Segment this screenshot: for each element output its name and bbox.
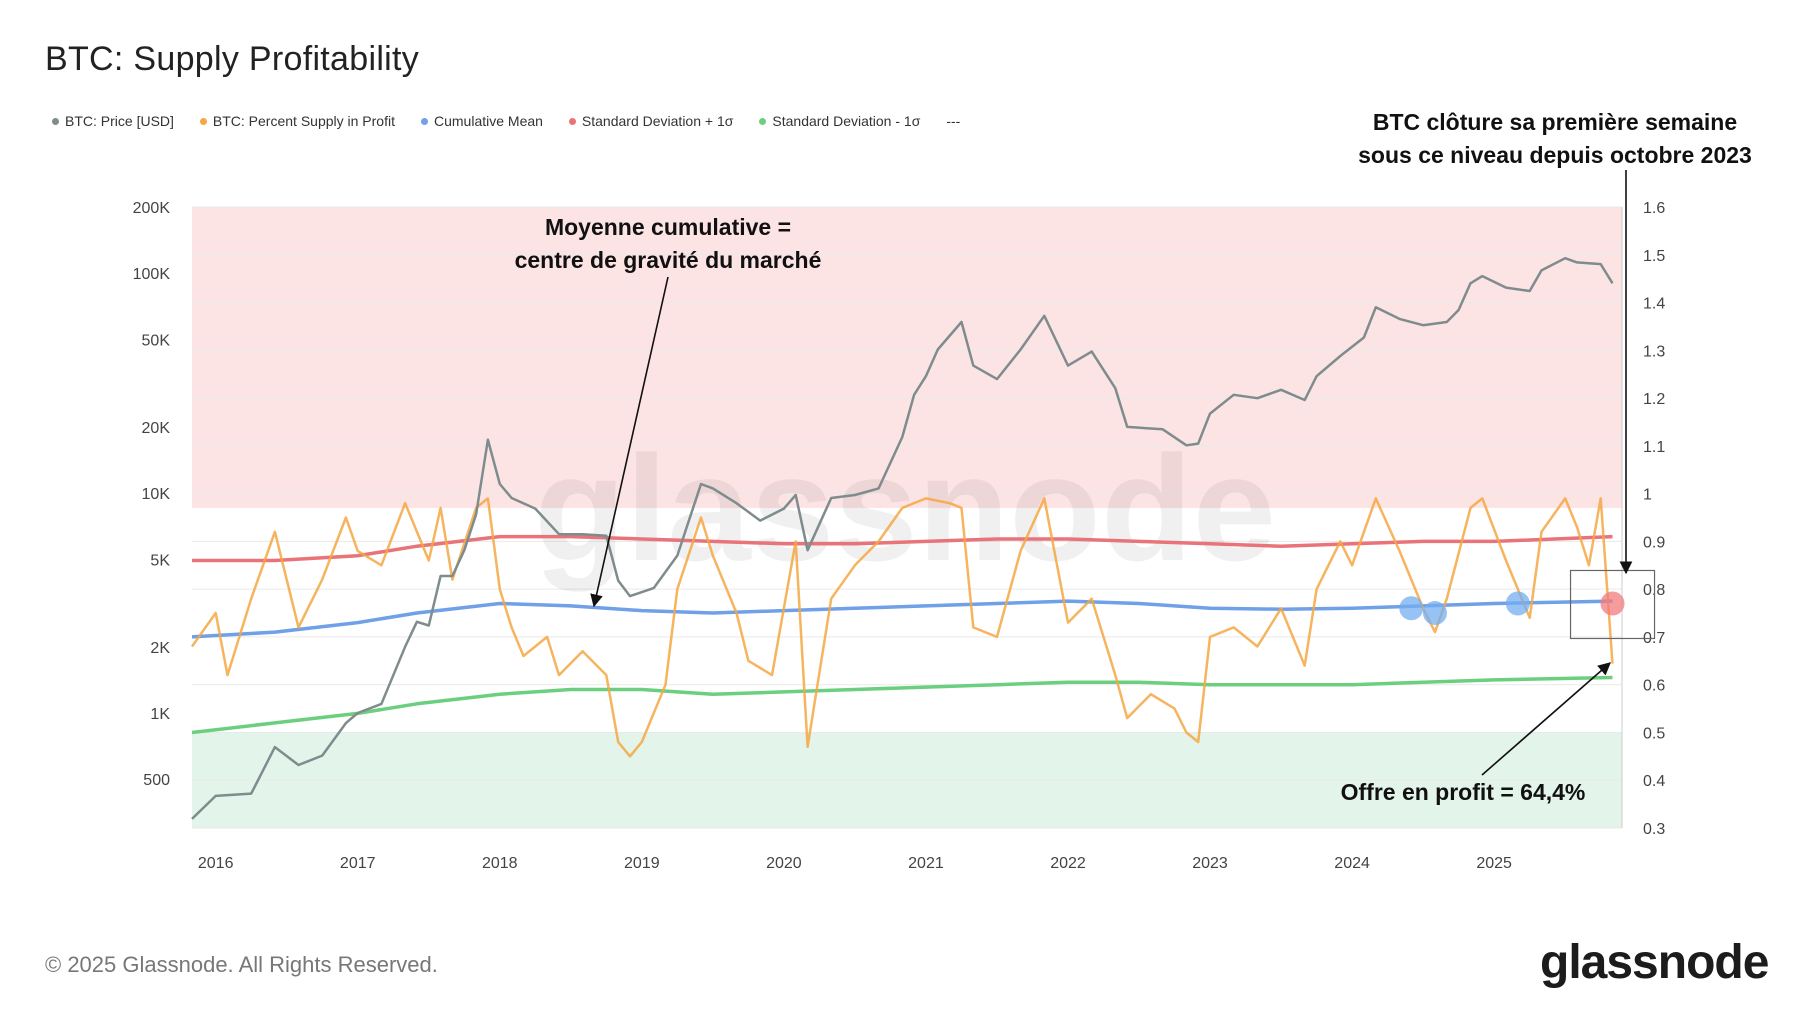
series-line-3 xyxy=(191,599,1613,639)
y-right-tick-label: 1.3 xyxy=(1643,343,1665,360)
legend-item[interactable]: Standard Deviation + 1σ xyxy=(568,113,734,129)
y-left-tick-label: 50K xyxy=(142,332,171,349)
x-tick-label: 2017 xyxy=(340,855,376,872)
event-marker xyxy=(1422,601,1447,626)
legend-item[interactable]: Standard Deviation - 1σ xyxy=(759,113,920,129)
chart-legend: BTC: Price [USD] BTC: Percent Supply in P… xyxy=(52,113,960,129)
event-marker xyxy=(1600,591,1625,616)
y-left-tick-label: 10K xyxy=(142,486,171,503)
event-marker xyxy=(1505,591,1530,616)
annotation-close-line1: BTC clôture sa première semaine xyxy=(1373,109,1737,135)
legend-label: --- xyxy=(946,113,961,129)
x-tick-label: 2022 xyxy=(1050,855,1086,872)
y-right-tick-label: 0.3 xyxy=(1643,821,1665,838)
y-left-tick-label: 2K xyxy=(150,640,170,657)
legend-dot-icon xyxy=(568,117,576,125)
legend-item[interactable]: --- xyxy=(946,113,960,129)
annotation-mean-line1: Moyenne cumulative = xyxy=(545,214,791,240)
copyright-text: © 2025 Glassnode. All Rights Reserved. xyxy=(45,952,438,977)
y-right-tick-label: 0.5 xyxy=(1643,725,1665,742)
legend-dot-icon xyxy=(199,117,207,125)
chart-title: BTC: Supply Profitability xyxy=(45,40,420,78)
x-tick-label: 2018 xyxy=(482,855,518,872)
y-left-tick-label: 500 xyxy=(143,772,170,789)
legend-item[interactable]: BTC: Percent Supply in Profit xyxy=(199,113,395,129)
annotation-profit: Offre en profit = 64,4% xyxy=(1341,779,1586,805)
y-right-tick-label: 1.2 xyxy=(1643,391,1665,408)
legend-label: Cumulative Mean xyxy=(433,113,543,129)
series-line-2 xyxy=(190,497,1614,758)
highlight-box xyxy=(1569,569,1656,640)
legend-label: BTC: Price [USD] xyxy=(65,113,174,129)
x-tick-label: 2023 xyxy=(1192,855,1228,872)
y-right-tick-label: 1.6 xyxy=(1643,200,1665,217)
x-tick-label: 2025 xyxy=(1476,855,1512,872)
series-line-1 xyxy=(191,256,1614,820)
annotation-mean-line2: centre de gravité du marché xyxy=(515,247,822,273)
y-right-tick-label: 1 xyxy=(1643,487,1652,504)
legend-dot-icon xyxy=(759,117,767,125)
y-left-tick-label: 100K xyxy=(133,266,171,283)
legend-label: Standard Deviation + 1σ xyxy=(581,113,734,129)
legend-dot-icon xyxy=(420,117,428,125)
y-left-tick-label: 1K xyxy=(150,706,170,723)
y-right-tick-label: 0.9 xyxy=(1643,534,1665,551)
x-tick-label: 2024 xyxy=(1334,855,1370,872)
brand-logo: glassnode xyxy=(1540,936,1769,989)
band-overheated xyxy=(192,207,1622,508)
y-right-tick-label: 0.6 xyxy=(1643,678,1665,695)
y-right-tick-label: 1.1 xyxy=(1643,439,1665,456)
x-tick-label: 2019 xyxy=(624,855,660,872)
annotation-close-line2: sous ce niveau depuis octobre 2023 xyxy=(1358,142,1752,168)
y-right-tick-label: 0.4 xyxy=(1643,773,1665,790)
y-left-tick-label: 200K xyxy=(133,200,171,217)
y-left-tick-label: 5K xyxy=(150,552,170,569)
series-line-5 xyxy=(191,675,1613,735)
x-tick-label: 2021 xyxy=(908,855,944,872)
arrow-mean xyxy=(590,276,669,608)
event-marker xyxy=(1399,596,1424,621)
y-right-tick-label: 1.5 xyxy=(1643,248,1665,265)
y-left-tick-label: 20K xyxy=(142,420,171,437)
arrow-profit xyxy=(1481,662,1611,776)
legend-dot-icon xyxy=(52,117,59,125)
y-right-tick-label: 1.4 xyxy=(1643,296,1665,313)
legend-item[interactable]: BTC: Price [USD] xyxy=(52,113,174,129)
legend-label: Standard Deviation - 1σ xyxy=(772,113,921,129)
x-tick-label: 2016 xyxy=(198,855,234,872)
legend-item[interactable]: Cumulative Mean xyxy=(420,113,543,129)
legend-label: BTC: Percent Supply in Profit xyxy=(212,113,395,129)
x-tick-label: 2020 xyxy=(766,855,802,872)
